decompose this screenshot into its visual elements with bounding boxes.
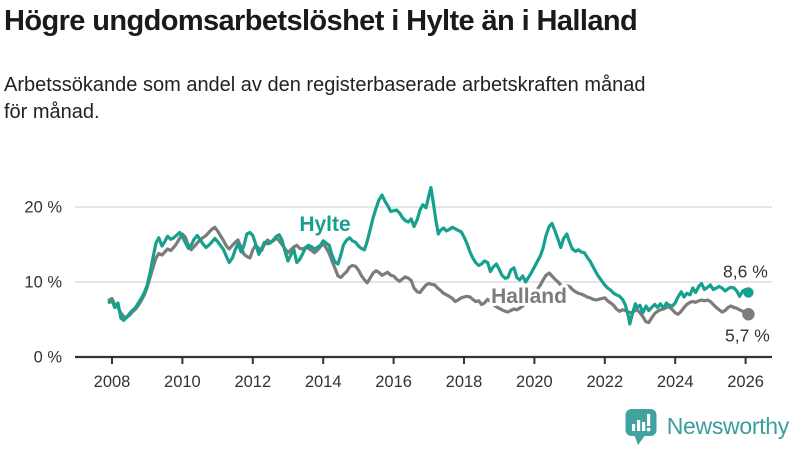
logo-exclamation-dot [646, 427, 651, 432]
x-tick-label: 2016 [375, 373, 412, 391]
x-tick-label: 2014 [305, 373, 342, 391]
newsworthy-logo-text: Newsworthy [666, 412, 790, 439]
x-tick-label: 2018 [446, 373, 483, 391]
logo-exclamation-bar [646, 414, 650, 426]
x-tick-label: 2026 [727, 373, 764, 391]
halland-end-dot [742, 308, 755, 321]
newsworthy-logo-icon [625, 409, 657, 445]
y-tick-label: 10 % [24, 274, 62, 292]
hylte-series-label: Hylte [299, 213, 350, 236]
y-tick-label: 0 % [34, 349, 63, 367]
x-tick-label: 2008 [94, 373, 131, 391]
halland-series-label: Halland [491, 285, 567, 308]
x-tick-label: 2010 [164, 373, 201, 391]
x-tick-label: 2020 [516, 373, 553, 391]
y-tick-label: 20 % [24, 199, 62, 217]
hylte-end-dot [743, 287, 754, 298]
subtitle-line-1: Arbetssökande som andel av den registerb… [4, 74, 646, 96]
logo-bar-2 [636, 420, 640, 431]
subtitle-line-2: för månad. [4, 101, 100, 123]
x-tick-label: 2012 [234, 373, 271, 391]
page-title: Högre ungdomsarbetslöshet i Hylte än i H… [4, 5, 638, 37]
chart-subtitle: Arbetssökande som andel av den registerb… [4, 72, 774, 126]
halland-end-value-label: 5,7 % [725, 325, 770, 345]
logo-bar-3 [641, 422, 645, 431]
hylte-end-value-label: 8,6 % [723, 262, 768, 282]
x-tick-label: 2022 [586, 373, 623, 391]
newsworthy-logo[interactable]: Newsworthy [624, 407, 789, 445]
x-tick-label: 2024 [657, 373, 694, 391]
logo-bar-1 [631, 424, 635, 431]
halland-line [107, 225, 751, 325]
hylte-line [107, 185, 751, 326]
